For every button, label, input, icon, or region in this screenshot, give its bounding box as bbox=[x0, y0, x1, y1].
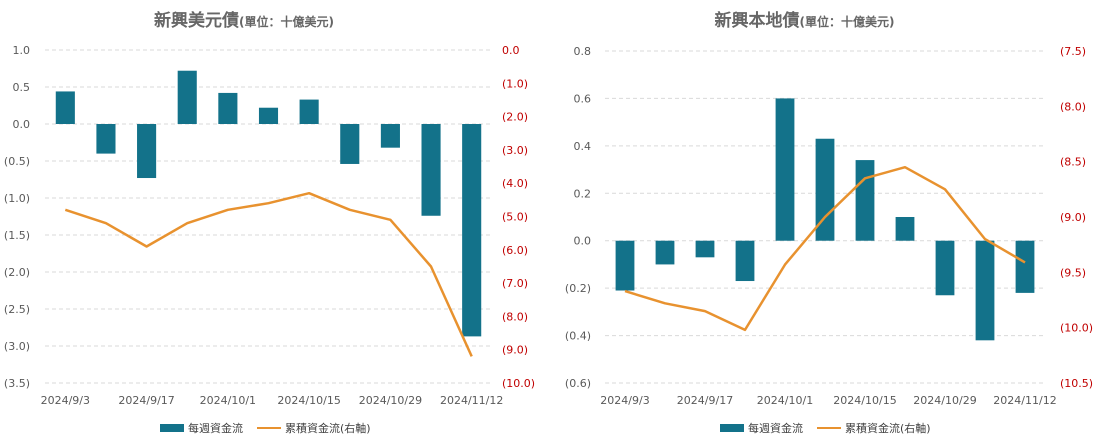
x-tick-label: 2024/11/12 bbox=[993, 394, 1056, 407]
y-left-tick-label: (0.5) bbox=[4, 155, 30, 168]
y-right-tick-label: (10.0) bbox=[502, 377, 535, 390]
y-left-tick-label: 0.8 bbox=[574, 45, 592, 58]
x-tick-label: 2024/9/17 bbox=[677, 394, 733, 407]
bar-weekly-flow bbox=[815, 138, 835, 241]
legend-swatch-bar bbox=[720, 424, 744, 432]
bar-weekly-flow bbox=[895, 217, 915, 241]
bar-weekly-flow bbox=[462, 124, 482, 337]
bar-weekly-flow bbox=[299, 99, 319, 124]
y-left-tick-label: (0.2) bbox=[565, 282, 591, 295]
bar-weekly-flow bbox=[258, 107, 279, 124]
x-tick-label: 2024/9/3 bbox=[41, 394, 90, 407]
bar-weekly-flow bbox=[615, 240, 635, 291]
y-right-tick-label: 0.0 bbox=[502, 44, 520, 57]
line-cumulative-flow bbox=[64, 191, 473, 357]
x-tick-label: 2024/10/1 bbox=[200, 394, 256, 407]
y-left-tick-label: (2.5) bbox=[4, 303, 30, 316]
chart-plot-area: 0.8 0.6 0.4 0.2 0.0 (0.2) (0.4) (0.6) (7.5) (8.0)… bbox=[565, 45, 1093, 407]
chart-legend: 每週資金流 累積資金流(右軸) bbox=[160, 420, 385, 436]
legend-item-cumulative-flow: 累積資金流(右軸) bbox=[817, 420, 931, 436]
legend-label: 累積資金流(右軸) bbox=[845, 422, 931, 435]
bar-weekly-flow bbox=[975, 240, 995, 341]
y-right-tick-label: (7.0) bbox=[502, 277, 528, 290]
x-tick-label: 2024/10/29 bbox=[359, 394, 422, 407]
y-left-tick-label: 0.2 bbox=[574, 187, 592, 200]
legend-item-weekly-flow: 每週資金流 bbox=[720, 420, 803, 436]
y-right-tick-label: (2.0) bbox=[502, 111, 528, 124]
y-right-tick-label: (5.0) bbox=[502, 211, 528, 224]
y-right-tick-label: (6.0) bbox=[502, 244, 528, 257]
y-right-tick-label: (7.5) bbox=[1060, 45, 1086, 58]
y-left-tick-label: (0.6) bbox=[565, 377, 591, 390]
bar-weekly-flow bbox=[935, 240, 955, 296]
y-right-tick-label: (8.5) bbox=[1060, 156, 1086, 169]
x-tick-label: 2024/9/17 bbox=[118, 394, 174, 407]
chart-title: 新興本地債(單位：十億美元) bbox=[548, 6, 1097, 31]
y-right-tick-label: (8.0) bbox=[502, 310, 528, 323]
bar-weekly-flow bbox=[137, 124, 157, 179]
y-right-tick-label: (9.5) bbox=[1060, 266, 1086, 279]
y-right-tick-label: (10.0) bbox=[1060, 322, 1093, 335]
legend-label: 每週資金流 bbox=[748, 422, 803, 435]
legend-item-cumulative-flow: 累積資金流(右軸) bbox=[257, 420, 371, 436]
y-left-tick-label: (2.0) bbox=[4, 266, 30, 279]
bar-weekly-flow bbox=[421, 124, 441, 216]
bar-weekly-flow bbox=[55, 91, 75, 124]
y-right-tick-label: (9.0) bbox=[1060, 211, 1086, 224]
y-right-tick-label: (3.0) bbox=[502, 144, 528, 157]
chart-title-text: 新興本地債 bbox=[714, 11, 800, 31]
bar-weekly-flow bbox=[775, 98, 795, 241]
x-tick-label: 2024/10/29 bbox=[913, 394, 976, 407]
y-right-tick-label: (1.0) bbox=[502, 77, 528, 90]
y-right-tick-label: (8.0) bbox=[1060, 100, 1086, 113]
chart-plot-area: 1.0 0.5 0.0 (0.5) (1.0) (1.5) (2.0) (2.5) (3.0) (… bbox=[4, 44, 535, 407]
legend-label: 每週資金流 bbox=[188, 422, 243, 435]
bar-weekly-flow bbox=[340, 124, 360, 164]
chart-title: 新興美元債(單位：十億美元) bbox=[0, 6, 548, 31]
legend-swatch-line bbox=[817, 427, 841, 429]
y-left-tick-label: (1.0) bbox=[4, 192, 30, 205]
x-tick-label: 2024/9/3 bbox=[600, 394, 649, 407]
x-tick-label: 2024/10/1 bbox=[757, 394, 813, 407]
chart-panel-emerging-local-bonds: 新興本地債(單位：十億美元) 0.8 0.6 0.4 0.2 0.0 (0.2) (0.4)… bbox=[548, 0, 1097, 442]
y-right-tick-label: (9.0) bbox=[502, 344, 528, 357]
legend-item-weekly-flow: 每週資金流 bbox=[160, 420, 243, 436]
line-cumulative-flow bbox=[624, 165, 1026, 332]
x-tick-label: 2024/10/15 bbox=[277, 394, 340, 407]
bar-weekly-flow bbox=[177, 70, 197, 124]
chart-title-text: 新興美元債 bbox=[154, 11, 239, 31]
chart-unit-label: (單位：十億美元) bbox=[239, 15, 334, 29]
bar-weekly-flow bbox=[218, 92, 238, 124]
y-left-tick-label: 0.5 bbox=[13, 81, 31, 94]
legend-swatch-bar bbox=[160, 424, 184, 432]
bar-weekly-flow bbox=[96, 124, 116, 154]
y-left-tick-label: 0.6 bbox=[574, 92, 592, 105]
bar-weekly-flow bbox=[380, 124, 400, 148]
y-left-tick-label: (0.4) bbox=[565, 330, 591, 343]
chart-legend: 每週資金流 累積資金流(右軸) bbox=[720, 420, 945, 436]
chart-panel-emerging-usd-bonds: 新興美元債(單位：十億美元) 1.0 0.5 0.0 (0.5) (1.0) (1.5) (… bbox=[0, 0, 548, 442]
bar-weekly-flow bbox=[655, 240, 675, 265]
y-left-tick-label: (1.5) bbox=[4, 229, 30, 242]
y-right-tick-label: (4.0) bbox=[502, 177, 528, 190]
bar-weekly-flow bbox=[695, 240, 715, 258]
y-right-tick-label: (10.5) bbox=[1060, 377, 1093, 390]
y-left-tick-label: 0.0 bbox=[574, 235, 592, 248]
bar-weekly-flow bbox=[855, 160, 875, 241]
bar-weekly-flow bbox=[735, 240, 755, 282]
x-tick-label: 2024/11/12 bbox=[440, 394, 503, 407]
legend-label: 累積資金流(右軸) bbox=[285, 422, 371, 435]
legend-swatch-line bbox=[257, 427, 281, 429]
x-tick-label: 2024/10/15 bbox=[833, 394, 896, 407]
y-left-tick-label: (3.0) bbox=[4, 340, 30, 353]
y-left-tick-label: (3.5) bbox=[4, 377, 30, 390]
chart-unit-label: (單位：十億美元) bbox=[799, 15, 895, 29]
y-left-tick-label: 0.4 bbox=[574, 140, 592, 153]
y-left-tick-label: 1.0 bbox=[13, 44, 31, 57]
bar-weekly-flow bbox=[1015, 240, 1035, 293]
y-left-tick-label: 0.0 bbox=[13, 118, 31, 131]
